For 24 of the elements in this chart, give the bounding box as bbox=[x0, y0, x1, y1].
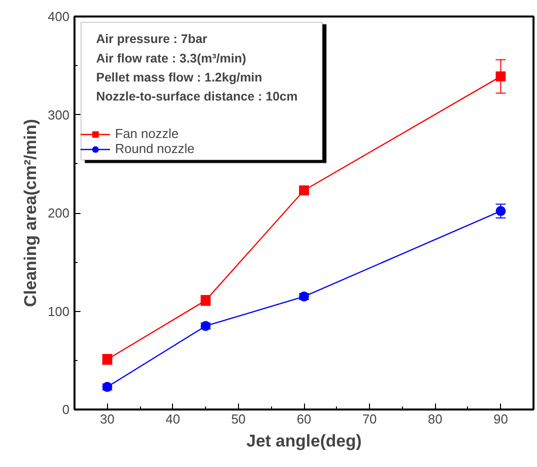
annotation: Air flow rate : 3.3(m³/min) bbox=[96, 51, 246, 66]
annotation: Pellet mass flow : 1.2kg/min bbox=[96, 70, 262, 84]
annotation: Air pressure : 7bar bbox=[96, 32, 208, 46]
y-tick-label: 400 bbox=[48, 9, 70, 24]
x-tick-label: 70 bbox=[362, 412, 377, 426]
x-tick-label: 80 bbox=[428, 412, 442, 426]
point bbox=[496, 206, 506, 216]
y-axis-title: Cleaning area(cm²/min) bbox=[20, 118, 40, 307]
y-tick-label: 200 bbox=[48, 206, 70, 220]
annotation: Nozzle-to-surface distance : 10cm bbox=[96, 90, 298, 104]
x-tick-label: 40 bbox=[166, 412, 180, 426]
y-tick-label: 0 bbox=[62, 402, 70, 417]
point bbox=[496, 71, 506, 82]
legend-label: Round nozzle bbox=[115, 141, 194, 156]
x-tick-label: 30 bbox=[100, 412, 115, 426]
legend-label: Fan nozzle bbox=[115, 126, 179, 141]
y-tick-label: 100 bbox=[48, 304, 70, 319]
point bbox=[299, 185, 309, 196]
y-tick-label: 300 bbox=[48, 107, 70, 122]
x-tick-label: 50 bbox=[231, 412, 246, 426]
point bbox=[299, 292, 309, 302]
x-tick-label: 90 bbox=[493, 412, 508, 426]
x-axis-title: Jet angle(deg) bbox=[246, 432, 362, 450]
x-tick-label: 60 bbox=[296, 412, 312, 426]
